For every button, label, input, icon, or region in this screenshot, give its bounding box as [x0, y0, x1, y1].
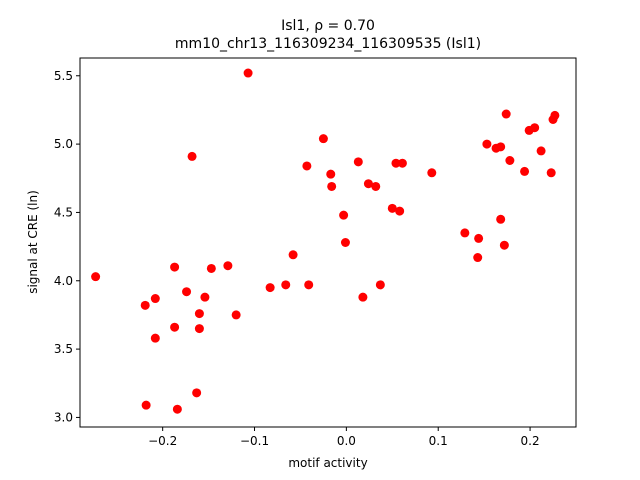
data-point: [194, 324, 204, 334]
y-tick-label: 4.0: [54, 274, 73, 288]
data-point: [182, 287, 192, 297]
data-point: [302, 161, 312, 171]
data-point: [91, 272, 101, 282]
data-point: [288, 250, 298, 260]
data-point: [460, 228, 470, 238]
data-point: [358, 292, 368, 302]
data-point: [150, 333, 160, 343]
chart-title-line1: Isl1, ρ = 0.70: [281, 18, 375, 34]
data-point: [265, 283, 275, 293]
data-point: [243, 68, 253, 78]
data-point: [192, 388, 202, 398]
y-tick-label: 3.5: [54, 342, 73, 356]
data-point: [231, 310, 241, 320]
data-point: [546, 168, 556, 178]
x-tick-label: 0.1: [429, 434, 448, 448]
y-tick-label: 5.5: [54, 69, 73, 83]
data-point: [187, 151, 197, 161]
data-point: [353, 157, 363, 167]
data-point: [375, 280, 385, 290]
data-point: [499, 240, 509, 250]
x-axis-ticks: −0.2 −0.1 0.0 0.1 0.2: [148, 427, 540, 448]
data-point: [473, 253, 483, 263]
y-axis-label: signal at CRE (ln): [26, 190, 40, 294]
data-point: [496, 142, 506, 152]
data-point: [550, 110, 560, 120]
data-point: [397, 158, 407, 168]
data-point: [206, 263, 216, 273]
data-point: [327, 181, 337, 191]
data-point: [501, 109, 511, 119]
plot-frame: [79, 57, 577, 428]
y-tick-label: 3.0: [54, 410, 73, 424]
data-point: [520, 166, 530, 176]
x-tick-label: 0.2: [521, 434, 540, 448]
data-point: [281, 280, 291, 290]
y-axis-ticks: 3.0 3.5 4.0 4.5 5.0 5.5: [54, 69, 80, 424]
data-point: [505, 156, 515, 165]
data-point: [304, 280, 314, 290]
data-point: [496, 214, 506, 224]
data-point: [530, 123, 540, 133]
x-tick-label: 0.0: [337, 434, 356, 448]
chart-title-line2: mm10_chr13_116309234_116309535 (Isl1): [175, 36, 481, 52]
data-point: [387, 203, 397, 213]
x-tick-label: −0.2: [148, 434, 177, 448]
data-point: [340, 238, 350, 247]
data-point: [223, 261, 233, 271]
data-point: [536, 146, 546, 156]
x-axis-label: motif activity: [288, 456, 367, 470]
data-point: [371, 181, 381, 191]
data-point: [194, 309, 204, 319]
x-tick-label: −0.1: [240, 434, 269, 448]
data-point: [170, 322, 180, 332]
data-point: [339, 210, 349, 220]
y-tick-label: 4.5: [54, 205, 73, 219]
data-point: [363, 179, 373, 189]
data-point: [200, 292, 210, 302]
data-point: [172, 404, 182, 414]
data-point: [391, 158, 401, 168]
data-point: [326, 169, 336, 179]
data-point: [427, 168, 437, 178]
y-tick-label: 5.0: [54, 137, 73, 151]
data-points: [91, 68, 560, 414]
data-point: [140, 300, 150, 310]
data-point: [482, 139, 492, 149]
data-point: [170, 262, 180, 272]
data-point: [395, 206, 405, 216]
data-point: [150, 294, 160, 304]
data-point: [474, 233, 484, 243]
data-point: [318, 134, 328, 144]
data-point: [141, 400, 151, 410]
